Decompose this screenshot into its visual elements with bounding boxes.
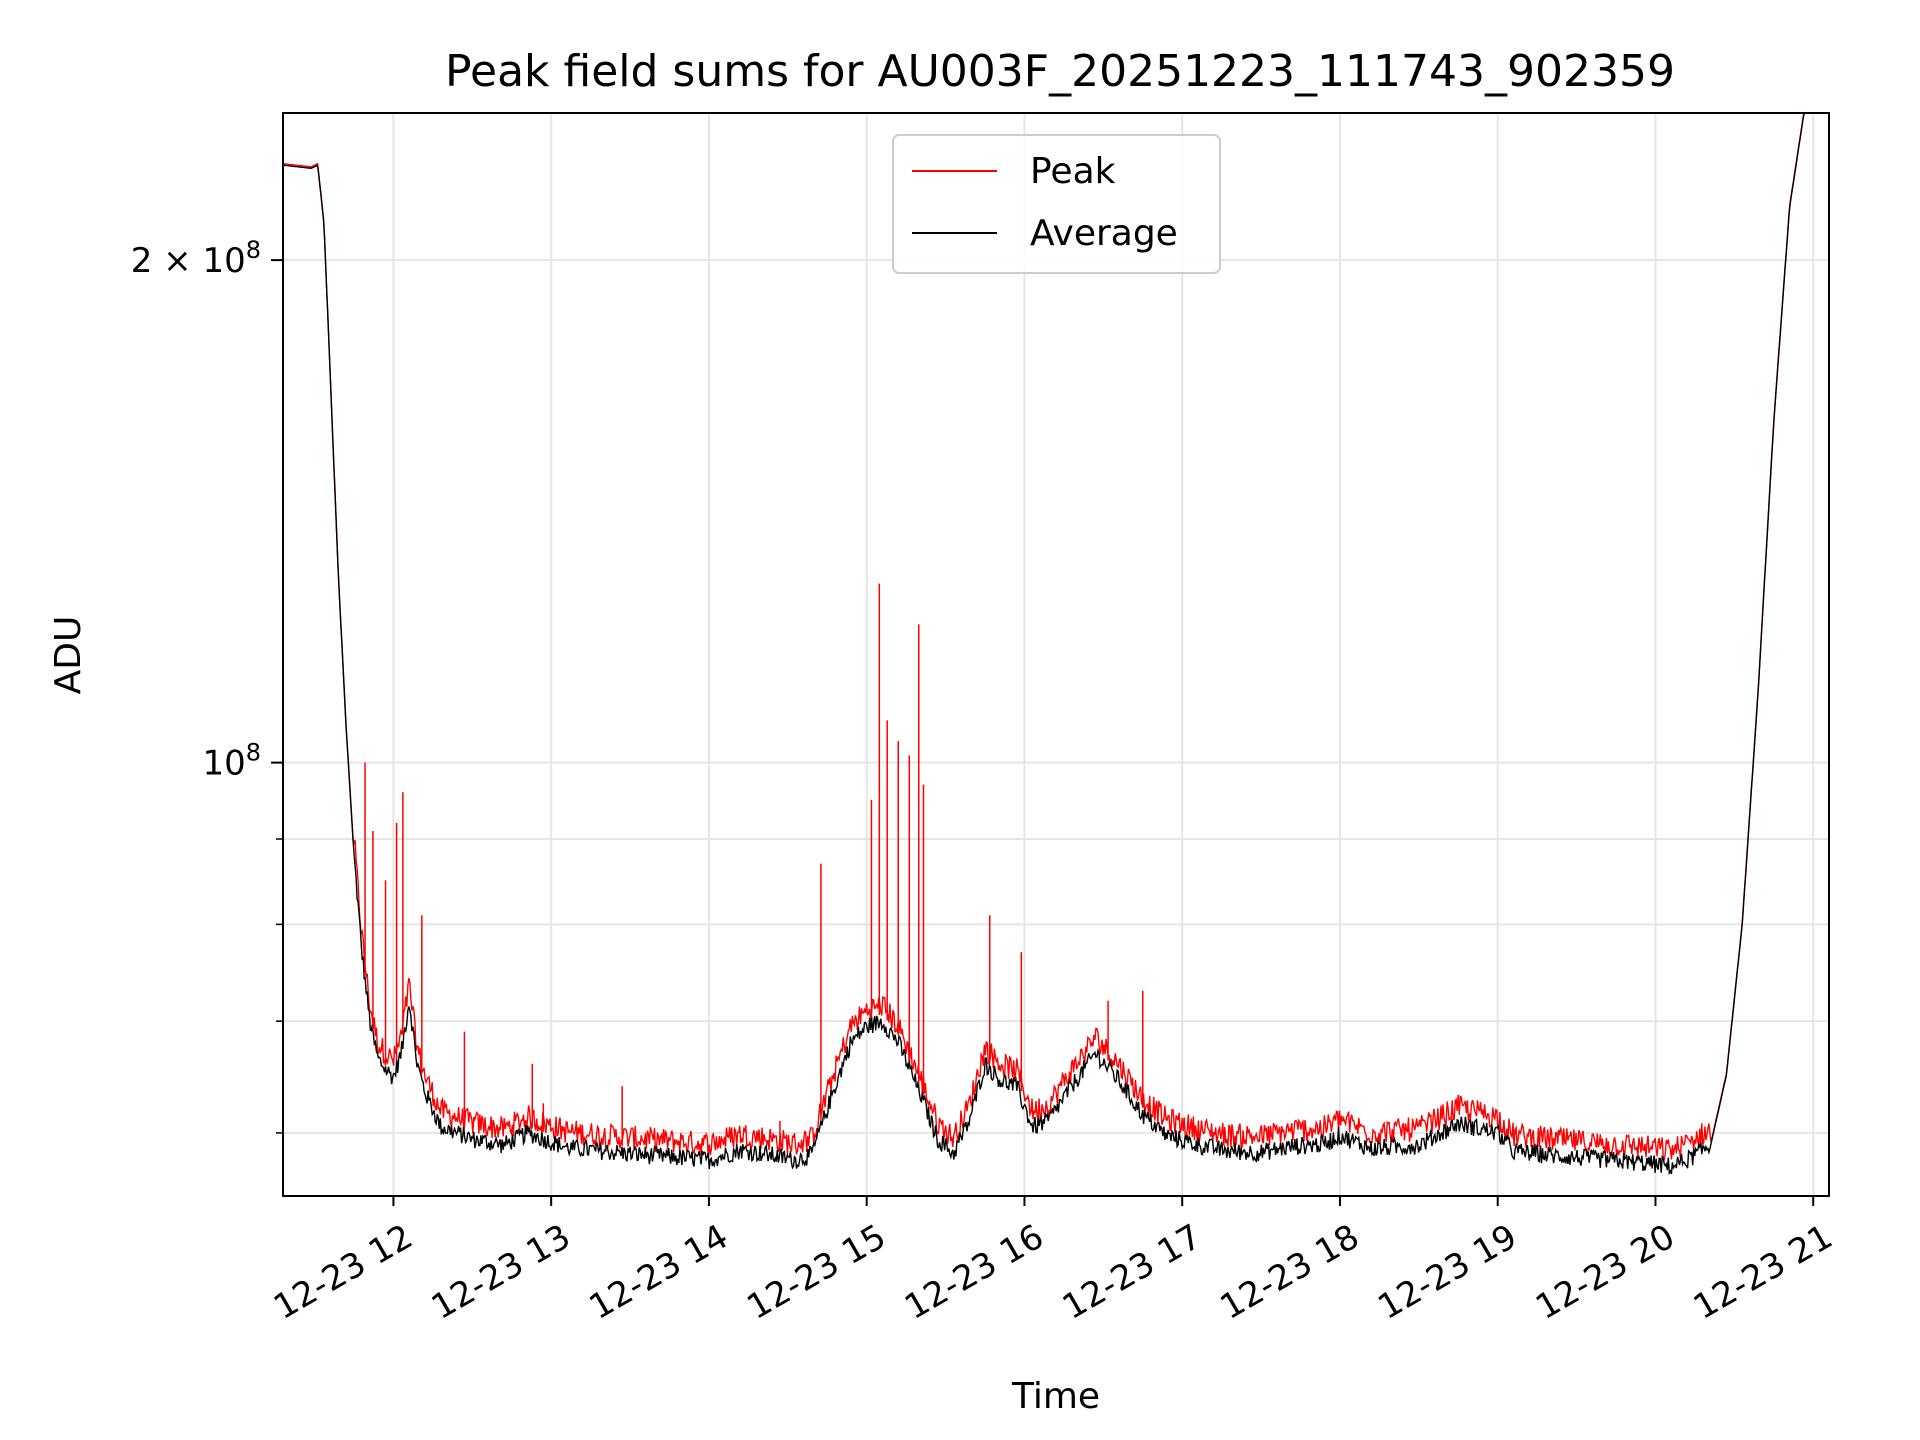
y-tick-label-base: 10 <box>202 744 245 784</box>
legend-label-average: Average <box>1030 213 1178 254</box>
plot-frame <box>282 112 1830 1197</box>
y-axis-title: ADU <box>48 616 89 695</box>
legend-label-peak: Peak <box>1030 151 1116 192</box>
series-layer <box>282 112 1806 1176</box>
y-tick-label-exp: 8 <box>246 739 261 767</box>
y-tick-label-base: 2 × 10 <box>131 241 246 281</box>
series-average-line <box>282 112 1806 1176</box>
x-axis-title: Time <box>1011 1376 1100 1417</box>
legend: Peak Average <box>892 134 1221 274</box>
y-tick-label-exp: 8 <box>246 236 261 264</box>
legend-box <box>892 134 1221 274</box>
grid <box>283 113 1829 1196</box>
y-tick-label: 2 × 108 <box>131 236 261 281</box>
series-peak-line <box>282 112 1806 1161</box>
chart-title: Peak field sums for AU003F_20251223_1117… <box>445 46 1675 97</box>
y-tick-label: 108 <box>202 739 261 784</box>
